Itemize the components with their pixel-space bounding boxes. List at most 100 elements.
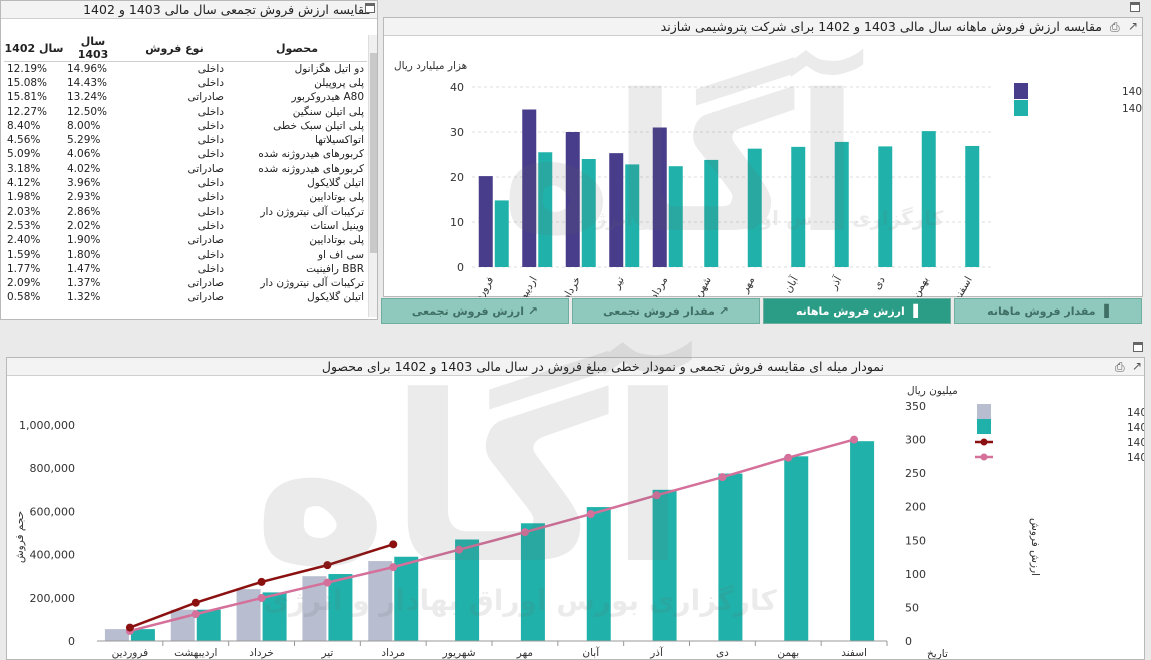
combo-print-icon[interactable]: ⎙ xyxy=(1115,360,1125,374)
bar-1402[interactable] xyxy=(834,141,849,267)
point-value-1402[interactable] xyxy=(784,453,793,462)
table-row[interactable]: دو اتیل هگزانول داخلی 14.96% 12.19% xyxy=(4,62,367,76)
row-value-1402: 8.40% xyxy=(7,119,41,132)
table-row[interactable]: پلی پروپیلن داخلی 14.43% 15.08% xyxy=(4,76,367,90)
bar-1402[interactable] xyxy=(965,145,980,267)
row-value-1403: 2.93% xyxy=(67,191,101,204)
header-1403[interactable]: سال 1403 xyxy=(64,35,122,62)
bar-volume-1402[interactable] xyxy=(455,539,480,641)
point-value-1402[interactable] xyxy=(850,435,859,444)
bar-volume-1402[interactable] xyxy=(520,523,545,641)
bar-volume-1402[interactable] xyxy=(784,456,809,641)
x-tick-label: تیر xyxy=(320,647,333,659)
bar-1403[interactable] xyxy=(522,109,537,268)
bar-1403[interactable] xyxy=(609,153,624,267)
maximize-icon[interactable] xyxy=(365,3,375,13)
table-row[interactable]: پلی اتیلن سبک خطی داخلی 8.00% 8.40% xyxy=(4,119,367,133)
bar-1402[interactable] xyxy=(668,166,683,267)
tab-0[interactable]: ↗ارزش فروش تجمعی xyxy=(381,298,569,324)
monthly-maximize-icon[interactable] xyxy=(1130,2,1140,12)
table-row[interactable]: پلی بوتادایین صادراتی 1.90% 2.40% xyxy=(4,233,367,247)
x-tick-label: دی xyxy=(871,274,888,291)
header-sale-type[interactable]: نوع فروش xyxy=(122,35,227,62)
scrollbar-thumb[interactable] xyxy=(370,53,377,253)
bar-1402[interactable] xyxy=(747,148,762,267)
y-left-tick-label: 600,000 xyxy=(30,505,76,518)
y-tick-label: 10 xyxy=(450,216,464,229)
export-icon[interactable]: ↗ xyxy=(1128,19,1139,33)
bar-1402[interactable] xyxy=(921,131,936,267)
point-value-1402[interactable] xyxy=(323,578,332,587)
legend-label: سال مالی 1402 xyxy=(1122,103,1142,115)
bar-volume-1403[interactable] xyxy=(368,561,393,641)
table-row[interactable]: کربورهای هیدروژنه شده داخلی 4.06% 5.09% xyxy=(4,147,367,161)
row-value-1403: 13.24% xyxy=(67,91,108,104)
point-value-1403[interactable] xyxy=(389,540,398,549)
bar-volume-1402[interactable] xyxy=(328,574,353,641)
row-value-1402: 2.09% xyxy=(7,277,41,290)
table-row[interactable]: ترکیبات آلی نیتروژن دار صادراتی 1.37% 2.09% xyxy=(4,276,367,290)
bar-volume-1402[interactable] xyxy=(196,609,221,641)
table-row[interactable]: سی اف او داخلی 1.80% 1.59% xyxy=(4,247,367,261)
table-row[interactable]: کربورهای هیدروژنه شده صادراتی 4.02% 3.18% xyxy=(4,162,367,176)
point-value-1402[interactable] xyxy=(257,594,266,603)
header-product[interactable]: محصول xyxy=(227,35,367,62)
header-1402[interactable]: سال 1402 xyxy=(4,35,64,62)
tab-1[interactable]: ↗مقدار فروش تجمعی xyxy=(572,298,760,324)
tab-2[interactable]: ▐ارزش فروش ماهانه xyxy=(763,298,951,324)
table-row[interactable]: A80 هیدروکربور صادراتی 13.24% 15.81% xyxy=(4,90,367,104)
table-row[interactable]: وینیل استات داخلی 2.02% 2.53% xyxy=(4,219,367,233)
row-sale-type: صادراتی xyxy=(187,234,224,247)
x-tick-label: اردیبهشت xyxy=(174,647,217,659)
table-row[interactable]: پلی بوتادایین داخلی 2.93% 1.98% xyxy=(4,190,367,204)
bar-1402[interactable] xyxy=(704,159,719,267)
point-value-1402[interactable] xyxy=(520,528,529,537)
bar-volume-1402[interactable] xyxy=(586,507,611,641)
table-row[interactable]: اتیلن گلایکول داخلی 3.96% 4.12% xyxy=(4,176,367,190)
bar-volume-1402[interactable] xyxy=(850,441,875,641)
row-value-1403: 14.43% xyxy=(67,76,108,89)
bar-1402[interactable] xyxy=(581,159,596,267)
bar-1402[interactable] xyxy=(538,152,553,267)
bar-volume-1402[interactable] xyxy=(718,473,743,641)
bar-volume-1403[interactable] xyxy=(104,629,129,641)
point-value-1403[interactable] xyxy=(191,598,200,607)
point-value-1403[interactable] xyxy=(257,577,266,586)
print-icon[interactable]: ⎙ xyxy=(1110,20,1120,34)
bar-1402[interactable] xyxy=(791,146,806,267)
table-row[interactable]: ترکیبات آلی نیتروژن دار داخلی 2.86% 2.03% xyxy=(4,204,367,218)
table-row[interactable]: BBR رافینیت داخلی 1.47% 1.77% xyxy=(4,262,367,276)
bar-volume-1402[interactable] xyxy=(130,629,155,641)
y-right-tick-label: 0 xyxy=(905,635,912,648)
table-scrollbar[interactable] xyxy=(368,35,377,317)
bar-1403[interactable] xyxy=(565,132,580,267)
tab-label: مقدار فروش ماهانه xyxy=(987,305,1096,318)
point-value-1402[interactable] xyxy=(718,473,727,482)
table-row[interactable]: اتیلن گلایکول صادراتی 1.32% 0.58% xyxy=(4,290,367,304)
table-row[interactable]: پلی اتیلن سنگین داخلی 12.50% 12.27% xyxy=(4,104,367,118)
point-value-1402[interactable] xyxy=(389,563,398,572)
bar-volume-1402[interactable] xyxy=(652,489,677,641)
point-value-1402[interactable] xyxy=(191,610,200,619)
combo-chart-title: نمودار میله ای مقایسه فروش تجمعی و نمودا… xyxy=(7,358,1144,376)
bar-1402[interactable] xyxy=(494,200,509,267)
point-value-1403[interactable] xyxy=(125,623,134,632)
bar-1403[interactable] xyxy=(478,176,493,267)
row-product: پلی بوتادایین xyxy=(309,234,364,247)
combo-export-icon[interactable]: ↗ xyxy=(1132,359,1143,373)
bar-1402[interactable] xyxy=(625,164,640,267)
table-row[interactable]: اتواکسیلاتها داخلی 5.29% 4.56% xyxy=(4,133,367,147)
point-value-1402[interactable] xyxy=(586,510,595,519)
row-value-1402: 4.12% xyxy=(7,177,41,190)
bar-volume-1402[interactable] xyxy=(262,592,287,641)
tab-3[interactable]: ▐مقدار فروش ماهانه xyxy=(954,298,1142,324)
bar-volume-1402[interactable] xyxy=(394,556,419,641)
point-value-1402[interactable] xyxy=(455,545,464,554)
legend-swatch xyxy=(977,404,991,419)
bar-1402[interactable] xyxy=(878,146,893,267)
point-value-1402[interactable] xyxy=(652,491,661,500)
point-value-1403[interactable] xyxy=(323,561,332,570)
combo-maximize-icon[interactable] xyxy=(1133,342,1143,352)
bar-volume-1403[interactable] xyxy=(236,589,261,641)
bar-1403[interactable] xyxy=(652,127,667,268)
